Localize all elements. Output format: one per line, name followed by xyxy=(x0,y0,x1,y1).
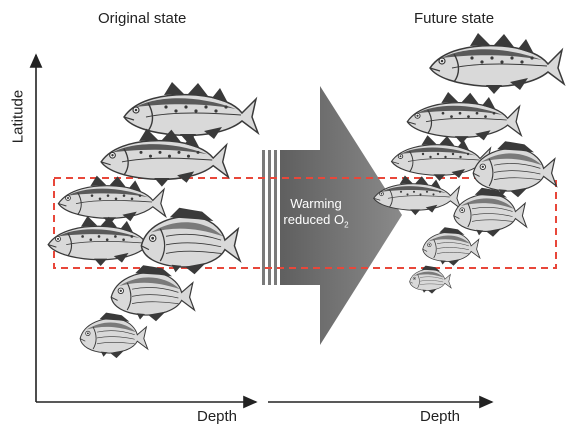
original-bream-fish-7 xyxy=(79,312,149,359)
original-bream-fish-6 xyxy=(110,265,196,322)
future-bream-fish-6 xyxy=(453,187,528,237)
future-bream-fish-4 xyxy=(472,141,558,198)
future-bream-fish-7 xyxy=(422,227,481,266)
arrow-label-line2: reduced O xyxy=(283,212,345,227)
warming-arrow xyxy=(262,86,402,345)
future-cod-fish-2 xyxy=(406,91,523,144)
original-bream-fish-5 xyxy=(140,207,242,275)
arrow-label-line1: Warming xyxy=(290,196,342,211)
future-cod-fish-1 xyxy=(429,33,566,94)
original-cod-fish-4 xyxy=(47,215,160,266)
future-cod-fish-5 xyxy=(373,175,462,216)
dashed-band xyxy=(53,177,557,269)
future-state-title: Future state xyxy=(414,10,495,27)
depth-axis-label-left: Depth xyxy=(197,408,238,425)
depth-axis-label-right: Depth xyxy=(420,408,461,425)
original-cod-fish-1 xyxy=(123,82,260,143)
arrow-label: Warming reduced O2 xyxy=(280,196,352,234)
original-cod-fish-2 xyxy=(100,128,230,187)
future-bream-fish-8 xyxy=(409,265,452,294)
original-cod-fish-3 xyxy=(57,175,167,225)
arrow-label-subscript: 2 xyxy=(344,220,349,230)
original-state-title: Original state xyxy=(98,10,187,27)
